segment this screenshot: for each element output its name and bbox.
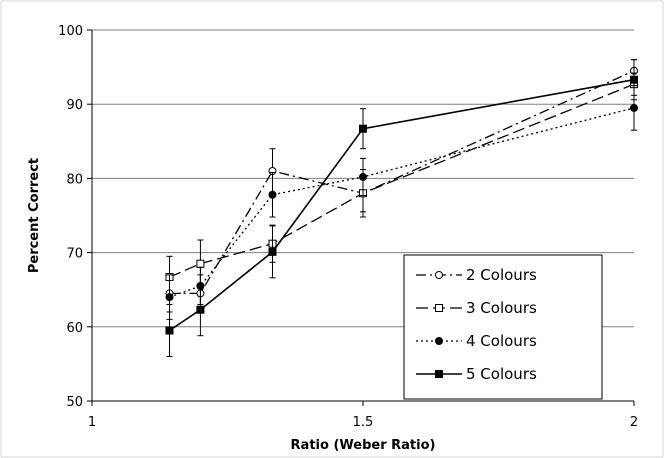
data-point	[630, 103, 638, 112]
legend-item: 3 Colours	[416, 299, 537, 317]
y-axis-title: Percent Correct	[27, 158, 42, 273]
legend-label: 5 Colours	[466, 365, 537, 383]
data-point	[196, 259, 205, 268]
series-line	[169, 107, 635, 298]
legend-marker	[435, 304, 443, 312]
data-point	[268, 190, 277, 199]
x-tick-label: 1.5	[353, 415, 374, 430]
x-tick-label: 2	[630, 415, 638, 430]
legend-marker	[435, 271, 443, 279]
x-tick-label: 1	[88, 415, 96, 430]
y-tick-label: 100	[58, 24, 83, 39]
y-tick-label: 50	[66, 395, 83, 410]
data-point	[165, 326, 174, 335]
y-tick-label: 80	[66, 172, 83, 187]
data-point	[165, 293, 174, 302]
legend-label: 2 Colours	[466, 266, 537, 284]
data-point	[196, 305, 205, 314]
data-point	[268, 247, 277, 256]
series-line	[169, 70, 635, 295]
data-point	[359, 124, 367, 133]
data-point	[630, 75, 638, 84]
series-line	[169, 83, 635, 278]
legend-item: 4 Colours	[416, 332, 537, 350]
legend-marker	[435, 370, 443, 378]
legend-marker	[435, 337, 443, 345]
legend-item: 5 Colours	[416, 365, 537, 383]
legend: 2 Colours 3 Colours 4 Colours 5 Colours	[403, 254, 603, 400]
legend-item: 2 Colours	[416, 266, 537, 284]
x-axis-title: Ratio (Weber Ratio)	[291, 438, 436, 453]
series-layer	[165, 59, 638, 357]
data-point	[359, 172, 367, 181]
y-tick-label: 60	[66, 321, 83, 336]
legend-label: 3 Colours	[466, 299, 537, 317]
y-tick-label: 70	[66, 247, 83, 262]
y-tick-label: 90	[66, 98, 83, 113]
legend-label: 4 Colours	[466, 332, 537, 350]
series-5-colours	[165, 59, 638, 357]
